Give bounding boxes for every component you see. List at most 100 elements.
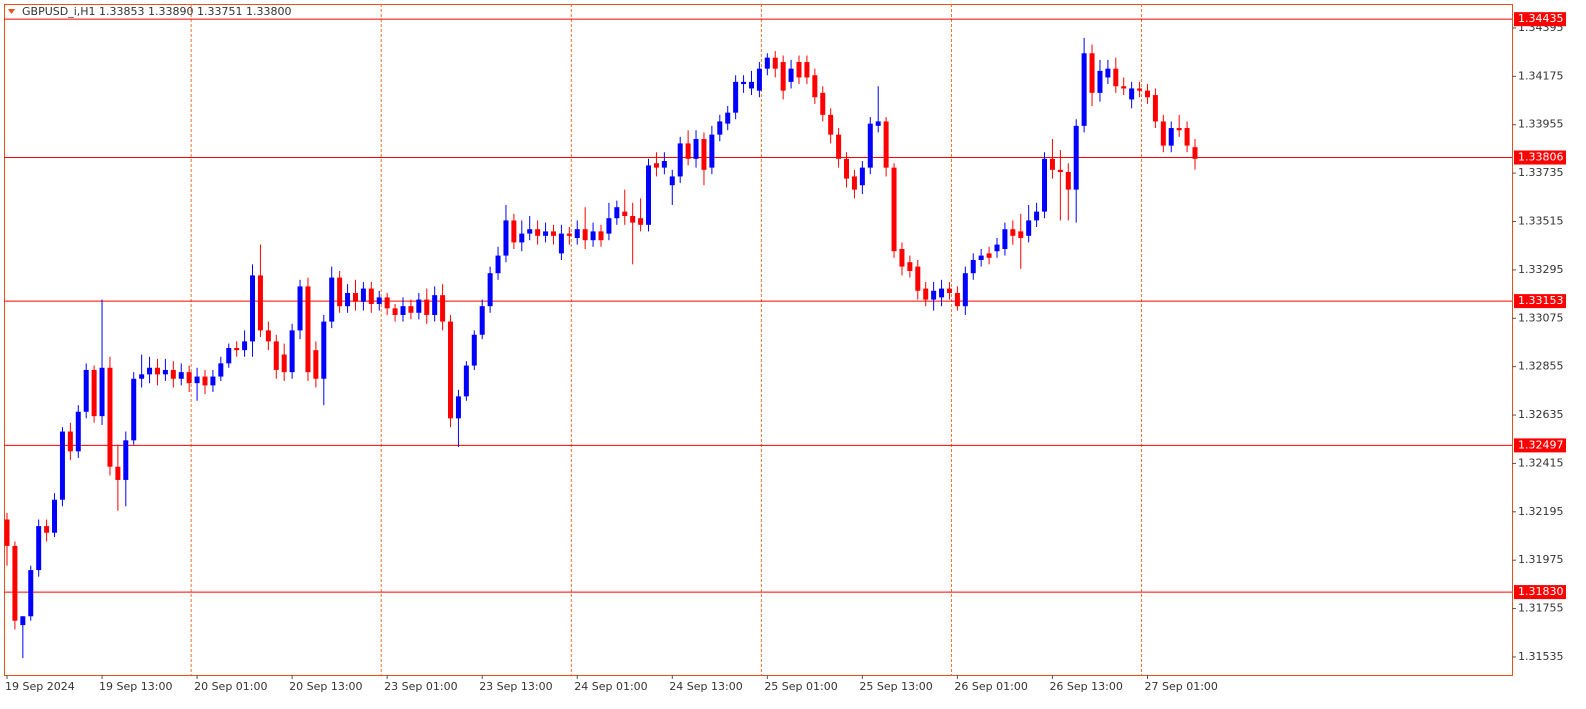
candle-body xyxy=(257,275,263,331)
candle-body xyxy=(147,367,153,375)
candle-body xyxy=(234,347,240,351)
candle-body xyxy=(432,295,438,315)
candle-body xyxy=(946,288,952,293)
candle-body xyxy=(622,211,628,217)
candle-body xyxy=(962,273,968,307)
candle-body xyxy=(550,231,556,236)
candle-body xyxy=(543,231,549,236)
candle-body xyxy=(440,295,446,322)
candle-body xyxy=(107,367,113,467)
candle-body xyxy=(693,139,699,159)
candle-body xyxy=(408,306,414,313)
candle-body xyxy=(463,365,469,397)
candle-body xyxy=(978,255,984,260)
y-tick-label: 1.32195 xyxy=(1518,505,1564,518)
x-tick-label: 23 Sep 13:00 xyxy=(479,680,552,693)
candle-body xyxy=(455,396,461,419)
candle-body xyxy=(36,526,42,571)
candle-body xyxy=(891,167,897,252)
candle-body xyxy=(186,372,192,384)
candle-body xyxy=(923,288,929,300)
candle-body xyxy=(598,231,604,241)
candle-body xyxy=(194,376,200,384)
candle-body xyxy=(1057,169,1063,173)
candle-body xyxy=(352,292,358,302)
candle-body xyxy=(614,207,620,219)
y-tick-label: 1.31975 xyxy=(1518,553,1564,566)
level-label-box xyxy=(1514,294,1566,309)
y-tick-label: 1.33955 xyxy=(1518,118,1564,131)
candle-body xyxy=(59,431,65,500)
candle-body xyxy=(265,330,271,342)
candle-body xyxy=(1168,128,1174,146)
candle-body xyxy=(606,218,612,234)
candle-body xyxy=(939,288,945,298)
candle-body xyxy=(83,369,89,412)
candle-body xyxy=(75,411,81,452)
candle-body xyxy=(741,81,747,85)
candle-body xyxy=(653,163,659,168)
candle-body xyxy=(725,112,731,124)
x-tick-label: 19 Sep 2024 xyxy=(5,680,75,693)
candle-body xyxy=(218,363,224,377)
candle-body xyxy=(495,255,501,274)
candle-body xyxy=(503,220,509,256)
candle-body xyxy=(305,286,311,373)
candle-body xyxy=(1042,158,1048,212)
candle-body xyxy=(281,354,287,373)
candle-body xyxy=(1121,86,1127,89)
candle-body xyxy=(709,134,715,168)
x-tick-label: 24 Sep 01:00 xyxy=(574,680,647,693)
candle-body xyxy=(416,299,422,313)
candle-body xyxy=(994,244,1000,252)
candle-body xyxy=(1049,158,1055,170)
candle-body xyxy=(883,121,889,168)
candle-body xyxy=(701,139,707,170)
candle-body xyxy=(345,292,351,307)
candle-body xyxy=(170,369,176,379)
candle-body xyxy=(91,369,97,417)
candle-body xyxy=(99,367,105,417)
candle-body xyxy=(986,253,992,258)
x-tick-label: 24 Sep 13:00 xyxy=(669,680,742,693)
candle-body xyxy=(820,92,826,115)
candle-body xyxy=(1152,95,1158,122)
candle-body xyxy=(337,277,343,307)
candle-body xyxy=(360,288,366,302)
candle-body xyxy=(527,229,533,234)
plot-frame xyxy=(4,4,1513,676)
candle-body xyxy=(162,369,168,375)
x-tick-label: 20 Sep 01:00 xyxy=(194,680,267,693)
candle-body xyxy=(812,75,818,98)
candle-body xyxy=(139,374,145,379)
candle-body xyxy=(424,299,430,315)
candle-body xyxy=(844,158,850,179)
candle-body xyxy=(52,499,58,533)
candle-body xyxy=(313,350,319,379)
candle-body xyxy=(487,273,493,307)
candle-body xyxy=(12,545,18,621)
level-label-box xyxy=(1514,150,1566,165)
candle-body xyxy=(1160,121,1166,146)
candle-body xyxy=(242,341,248,351)
candle-body xyxy=(772,57,778,69)
level-label-box xyxy=(1514,585,1566,600)
candle-body xyxy=(970,259,976,274)
candle-body xyxy=(867,123,873,168)
candle-body xyxy=(28,570,34,617)
candle-body xyxy=(899,248,905,267)
candle-body xyxy=(566,233,572,236)
x-tick-label: 26 Sep 01:00 xyxy=(954,680,1027,693)
candle-body xyxy=(788,68,794,82)
candle-body xyxy=(1073,125,1079,190)
y-tick-label: 1.32855 xyxy=(1518,360,1564,373)
x-tick-label: 25 Sep 01:00 xyxy=(764,680,837,693)
candle-body xyxy=(780,62,786,91)
candle-body xyxy=(289,330,295,373)
candle-body xyxy=(851,176,857,190)
y-tick-label: 1.33075 xyxy=(1518,311,1564,324)
candle-body xyxy=(535,229,541,236)
candle-body xyxy=(519,233,525,243)
candle-body xyxy=(1081,53,1087,126)
candle-body xyxy=(4,519,10,546)
